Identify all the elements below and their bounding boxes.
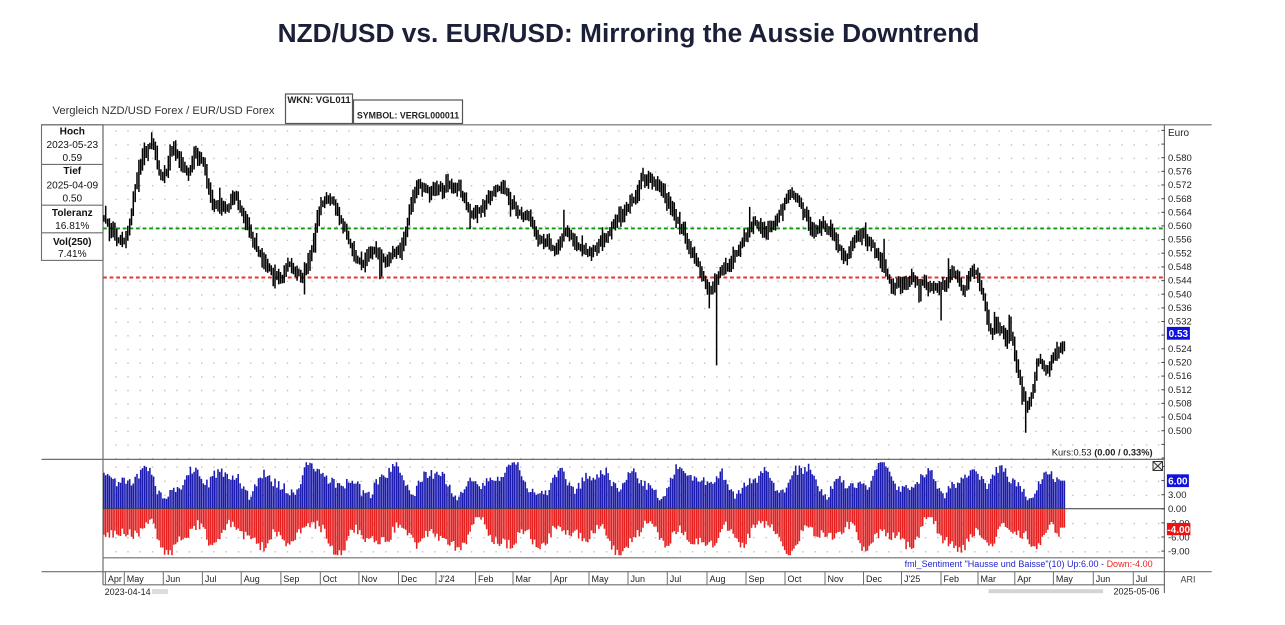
svg-text:Sep: Sep — [749, 574, 765, 584]
svg-text:3.00: 3.00 — [1168, 490, 1187, 501]
svg-text:Jul: Jul — [205, 574, 217, 584]
svg-text:Jun: Jun — [166, 574, 181, 584]
svg-text:0.564: 0.564 — [1168, 207, 1192, 218]
svg-text:0.576: 0.576 — [1168, 167, 1192, 178]
svg-text:Tief: Tief — [63, 166, 81, 177]
svg-text:Oct: Oct — [323, 574, 338, 584]
svg-text:7.41%: 7.41% — [58, 249, 87, 260]
svg-text:NZD/USD vs. EUR/USD: Mirroring: NZD/USD vs. EUR/USD: Mirroring the Aussi… — [278, 18, 980, 48]
svg-text:Jul: Jul — [670, 574, 682, 584]
svg-text:Aug: Aug — [710, 574, 726, 584]
svg-text:0.560: 0.560 — [1168, 221, 1192, 232]
svg-text:Mar: Mar — [981, 574, 997, 584]
svg-text:0.540: 0.540 — [1168, 289, 1192, 300]
svg-text:-6.00: -6.00 — [1168, 532, 1190, 543]
svg-text:2025-04-09: 2025-04-09 — [46, 180, 98, 191]
svg-text:0.568: 0.568 — [1168, 194, 1192, 205]
svg-text:Jun: Jun — [631, 574, 646, 584]
svg-text:Euro: Euro — [1168, 128, 1190, 139]
svg-text:0.59: 0.59 — [62, 153, 82, 164]
svg-text:0.580: 0.580 — [1168, 153, 1192, 164]
svg-text:0.548: 0.548 — [1168, 262, 1192, 273]
svg-text:Jul: Jul — [1136, 574, 1148, 584]
svg-text:Mar: Mar — [516, 574, 532, 584]
svg-text:Jun: Jun — [1096, 574, 1111, 584]
svg-text:2025-05-06: 2025-05-06 — [1113, 587, 1159, 597]
svg-text:-9.00: -9.00 — [1168, 547, 1190, 558]
svg-text:Apr: Apr — [108, 574, 122, 584]
svg-text:J'25: J'25 — [904, 574, 920, 584]
svg-text:May: May — [1056, 574, 1074, 584]
svg-text:0.500: 0.500 — [1168, 426, 1192, 437]
svg-text:0.544: 0.544 — [1168, 276, 1192, 287]
svg-text:J'24: J'24 — [439, 574, 455, 584]
svg-text:Feb: Feb — [944, 574, 960, 584]
svg-text:2023-04-14: 2023-04-14 — [105, 587, 151, 597]
svg-text:0.556: 0.556 — [1168, 235, 1192, 246]
svg-text:0.520: 0.520 — [1168, 358, 1192, 369]
svg-text:May: May — [127, 574, 145, 584]
svg-text:2023-05-23: 2023-05-23 — [46, 140, 98, 151]
svg-text:0.504: 0.504 — [1168, 412, 1192, 423]
svg-text:Hoch: Hoch — [60, 127, 85, 138]
svg-text:Nov: Nov — [361, 574, 378, 584]
svg-text:fml_Sentiment "Hausse und Bais: fml_Sentiment "Hausse und Baisse"(10) Up… — [905, 559, 1153, 569]
svg-text:Kurs:0.53 (0.00 / 0.33%): Kurs:0.53 (0.00 / 0.33%) — [1052, 447, 1153, 457]
svg-text:Nov: Nov — [828, 574, 845, 584]
svg-text:SYMBOL: VERGL000011: SYMBOL: VERGL000011 — [357, 111, 459, 121]
svg-text:0.552: 0.552 — [1168, 248, 1192, 259]
svg-text:-4.00: -4.00 — [1167, 525, 1190, 536]
svg-text:Sep: Sep — [283, 574, 299, 584]
svg-text:Vol(250): Vol(250) — [53, 237, 92, 248]
svg-text:Oct: Oct — [788, 574, 803, 584]
svg-text:0.508: 0.508 — [1168, 399, 1192, 410]
svg-text:0.532: 0.532 — [1168, 317, 1192, 328]
svg-text:0.512: 0.512 — [1168, 385, 1192, 396]
svg-text:0.536: 0.536 — [1168, 303, 1192, 314]
svg-text:Aug: Aug — [244, 574, 260, 584]
svg-text:Apr: Apr — [1017, 574, 1031, 584]
svg-text:0.524: 0.524 — [1168, 344, 1192, 355]
svg-text:May: May — [592, 574, 610, 584]
svg-text:0.572: 0.572 — [1168, 180, 1192, 191]
svg-text:16.81%: 16.81% — [55, 221, 89, 232]
svg-text:0.53: 0.53 — [1169, 329, 1189, 340]
svg-text:Dec: Dec — [866, 574, 883, 584]
svg-text:Toleranz: Toleranz — [52, 208, 93, 219]
svg-text:6.00: 6.00 — [1168, 476, 1188, 487]
svg-text:0.516: 0.516 — [1168, 371, 1192, 382]
svg-text:Vergleich NZD/USD Forex / EUR/: Vergleich NZD/USD Forex / EUR/USD Forex — [53, 105, 275, 117]
svg-text:WKN: VGL011: WKN: VGL011 — [287, 95, 351, 106]
svg-text:Apr: Apr — [554, 574, 568, 584]
svg-text:Feb: Feb — [478, 574, 494, 584]
svg-text:Dec: Dec — [401, 574, 418, 584]
svg-text:0.00: 0.00 — [1168, 504, 1187, 515]
svg-text:ARI: ARI — [1180, 575, 1195, 585]
svg-text:0.50: 0.50 — [62, 194, 82, 205]
